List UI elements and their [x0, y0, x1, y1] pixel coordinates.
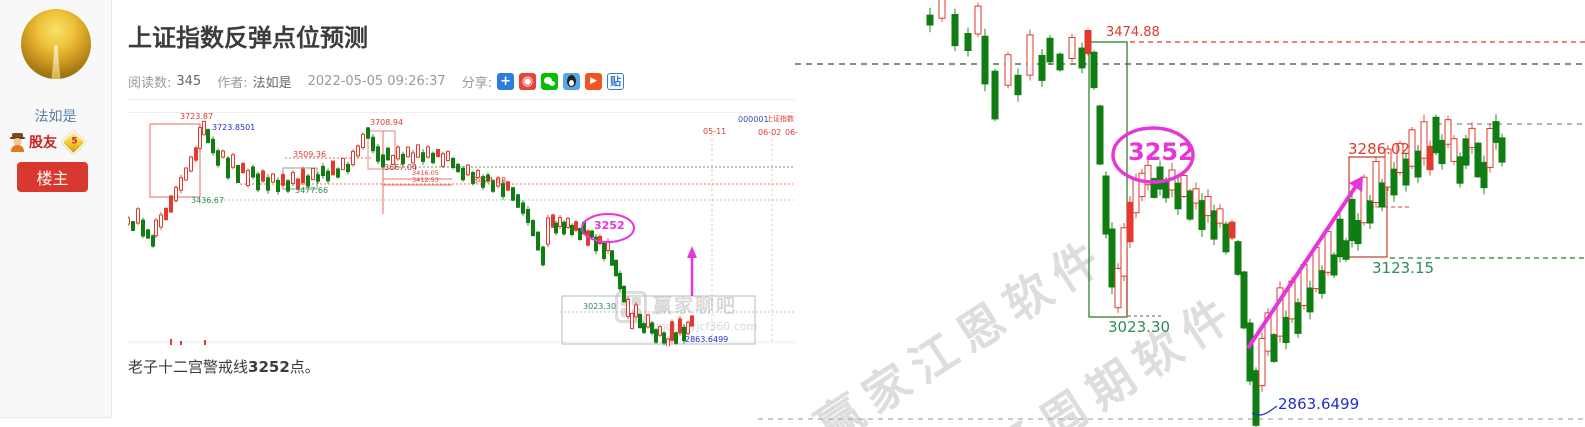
- wechat-icon[interactable]: [541, 72, 559, 90]
- meta-divider: [128, 99, 795, 100]
- author-name[interactable]: 法如是: [252, 75, 292, 91]
- post-body-text: 老子十二宫警戒线3252点。: [128, 358, 320, 376]
- rebound-arrow-annotation: [1246, 184, 1358, 350]
- warning-circle-annotation: [581, 213, 635, 243]
- zoom-window-box: [561, 295, 756, 345]
- sina-weibo-icon[interactable]: ◉: [519, 72, 537, 90]
- post-timestamp: 2022-05-05 09:26:37: [307, 73, 446, 89]
- level-diamond-badge: 5: [61, 129, 86, 155]
- qq-icon[interactable]: [563, 72, 581, 90]
- price-label-box-low: 3023.30: [1108, 318, 1171, 336]
- post-content: 上证指数反弹点位预测 阅读数: 345 作者: 法如是 2022-05-05 0…: [128, 0, 799, 427]
- date-tick-3: 06-: [785, 128, 799, 137]
- price-label-high2-close: 3667.04: [384, 163, 418, 172]
- price-label-high2: 3708.94: [370, 118, 404, 127]
- views-count: 345: [176, 73, 202, 89]
- price-label-mid-low: 3477.66: [295, 186, 329, 195]
- member-badge-row: 股友 5: [9, 129, 86, 155]
- views-label: 阅读数:: [128, 75, 172, 91]
- price-label-rebound-high: 3286.02: [1348, 140, 1411, 158]
- price-label-low1: 3436.67: [191, 196, 225, 205]
- symbol-name: 上证指数: [766, 115, 794, 123]
- price-label-high1-close: 3723.8501: [212, 123, 256, 132]
- tencent-weibo-icon[interactable]: ▶: [585, 72, 603, 90]
- gann-box-decline: [1088, 41, 1128, 318]
- post-meta-row: 阅读数: 345 作者: 法如是 2022-05-05 09:26:37 分享:…: [128, 71, 634, 91]
- price-label-final-low: 2863.6499: [685, 335, 729, 344]
- gann-box-3: [367, 130, 396, 170]
- member-level-icon: [9, 132, 26, 152]
- level-number: 5: [71, 135, 78, 146]
- author-avatar[interactable]: [21, 9, 91, 79]
- price-label-small1: 3416.05: [412, 169, 439, 177]
- author-username[interactable]: 法如是: [34, 109, 77, 125]
- price-label-rebound-low: 3123.15: [1372, 259, 1435, 277]
- price-label-level: 3474.88: [473, 176, 507, 185]
- price-label-high1: 3723.87: [180, 112, 214, 121]
- zoomed-chart-image[interactable]: 赢家江恩软件 量子周期软件 3474.88 3252 3286.02 3123.…: [750, 0, 1585, 427]
- symbol-code: 000001: [738, 115, 769, 124]
- author-sidebar: 法如是 股友 5 楼主: [0, 0, 112, 418]
- date-tick-2: 06-02: [758, 128, 782, 137]
- price-label-warning: 3252: [1128, 138, 1195, 166]
- bshare-plus-icon[interactable]: +: [497, 72, 515, 90]
- post-title: 上证指数反弹点位预测: [128, 24, 368, 52]
- watermark-title: 赢家聊吧: [653, 295, 738, 317]
- post-chart-image[interactable]: 赢家聊吧 liaoba.yjcf360.com: [128, 112, 799, 346]
- price-label-final-low: 2863.6499: [1278, 395, 1360, 413]
- price-label-level-high: 3474.88: [1106, 25, 1160, 40]
- date-tick-1: 05-11: [703, 127, 727, 136]
- price-label-box-low: 3023.30: [583, 302, 617, 311]
- price-label-mid-high: 3509.36: [293, 150, 327, 159]
- baidu-tieba-icon[interactable]: 贴: [607, 72, 625, 90]
- share-icons: + ◉ ▶ 贴: [497, 72, 629, 90]
- price-label-warning: 3252: [594, 219, 625, 232]
- floor-owner-button[interactable]: 楼主: [17, 162, 88, 192]
- author-label: 作者:: [217, 75, 248, 91]
- price-label-small2: 3412.53: [412, 176, 439, 184]
- warning-circle-annotation: [1111, 126, 1195, 184]
- share-label: 分享:: [461, 75, 493, 91]
- member-badge-label: 股友: [29, 135, 57, 151]
